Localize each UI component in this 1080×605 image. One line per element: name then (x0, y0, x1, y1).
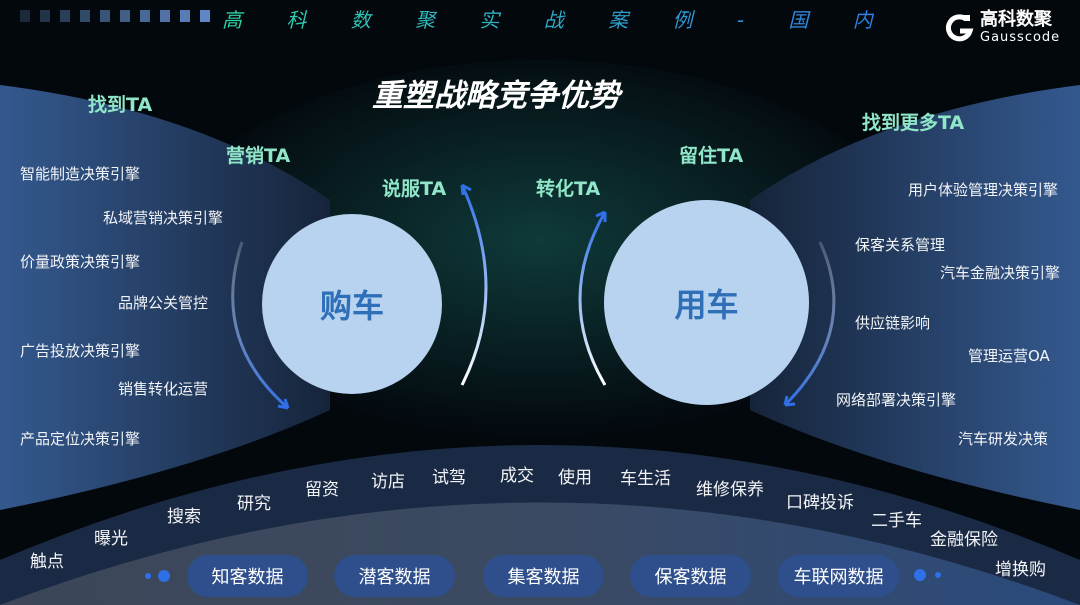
journey-step: 车生活 (620, 469, 671, 489)
left-item: 品牌公关管控 (118, 294, 209, 312)
journey-step: 维修保养 (696, 480, 764, 500)
ta-market: 营销TA (226, 145, 291, 167)
data-pill-baoke[interactable]: 保客数据 (630, 555, 751, 597)
right-item: 网络部署决策引擎 (836, 391, 957, 409)
journey-step: 研究 (237, 494, 271, 514)
left-item: 广告投放决策引擎 (20, 342, 141, 360)
logo: 高科数聚 Gausscode (944, 10, 1060, 45)
journey-step: 增换购 (995, 560, 1046, 580)
journey-step: 口碑投诉 (786, 493, 854, 513)
persuade-arc-arrow (460, 184, 488, 386)
data-pill-jike[interactable]: 集客数据 (483, 555, 604, 597)
right-item: 汽车研发决策 (958, 430, 1049, 448)
ta-persuade: 说服TA (382, 178, 447, 200)
journey-step: 金融保险 (930, 530, 998, 550)
right-item: 保客关系管理 (855, 236, 946, 254)
left-item: 销售转化运营 (118, 380, 209, 398)
page-title: 重塑战略竞争优势 (372, 78, 620, 114)
logo-sub: Gausscode (980, 30, 1061, 45)
right-item: 汽车金融决策引擎 (940, 264, 1061, 282)
data-pill-zhike[interactable]: 知客数据 (187, 555, 308, 597)
journey-step: 搜索 (167, 507, 201, 527)
journey-step: 试驾 (432, 468, 466, 488)
data-pill-qianke[interactable]: 潜客数据 (334, 555, 455, 597)
journey-step: 留资 (305, 480, 339, 500)
buy-car-circle: 购车 (262, 214, 442, 394)
ta-retain: 留住TA (679, 145, 744, 167)
ta-convert: 转化TA (536, 178, 601, 200)
left-item: 私域营销决策引擎 (103, 209, 224, 227)
left-arc-arrow (231, 241, 289, 410)
journey-step: 二手车 (871, 511, 922, 531)
ta-find: 找到TA (88, 94, 153, 116)
gausscode-logo-icon (945, 13, 974, 41)
right-item: 供应链影响 (855, 314, 931, 332)
series-title: 高 科 数 聚 实 战 案 例 - 国 内 (222, 4, 892, 33)
journey-step: 访店 (371, 472, 405, 492)
data-pill-iov[interactable]: 车联网数据 (778, 555, 899, 597)
convert-arc-arrow (578, 211, 607, 386)
right-item: 管理运营OA (968, 347, 1050, 365)
left-item: 价量政策决策引擎 (20, 253, 141, 271)
use-car-circle: 用车 (604, 200, 809, 405)
right-item: 用户体验管理决策引擎 (908, 181, 1059, 199)
journey-step: 使用 (558, 468, 592, 488)
journey-step: 成交 (500, 466, 534, 486)
left-item: 智能制造决策引擎 (20, 165, 141, 183)
logo-name: 高科数聚 (980, 9, 1052, 30)
ta-find-more: 找到更多TA (862, 112, 965, 134)
right-arc-arrow (783, 241, 836, 407)
left-item: 产品定位决策引擎 (20, 430, 141, 448)
header-stripes (20, 10, 210, 22)
journey-step: 触点 (30, 552, 64, 572)
journey-step: 曝光 (94, 529, 128, 549)
